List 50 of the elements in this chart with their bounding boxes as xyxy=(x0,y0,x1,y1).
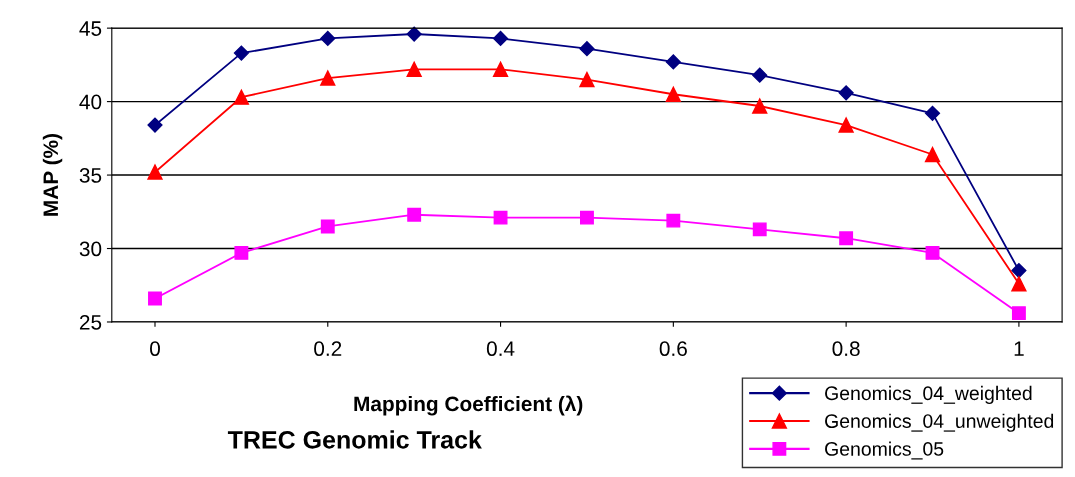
x-tick-label: 0.4 xyxy=(486,341,515,357)
point xyxy=(492,61,509,77)
point xyxy=(925,245,940,260)
legend-label: Genomics_04_weighted xyxy=(825,385,1032,404)
point xyxy=(233,89,250,105)
x-tick-label: 0.2 xyxy=(314,341,342,357)
point xyxy=(407,207,422,222)
point xyxy=(1011,306,1026,321)
y-tick-label: 25 xyxy=(79,314,102,330)
x-tick-label: 0.6 xyxy=(659,341,687,357)
legend-label: Genomics_05 xyxy=(825,441,944,460)
point xyxy=(924,146,941,163)
x-axis-title: Mapping Coefficient (λ) xyxy=(354,395,583,416)
point xyxy=(320,70,336,86)
point xyxy=(406,61,422,77)
point xyxy=(148,291,162,306)
y-tick-label: 45 xyxy=(79,21,102,36)
point xyxy=(839,231,854,246)
y-tick-label: 40 xyxy=(79,94,102,110)
point xyxy=(752,98,768,114)
point xyxy=(924,105,941,121)
point xyxy=(1011,262,1027,279)
x-tick-label: 0.8 xyxy=(832,341,860,357)
legend-label: Genomics_04_unweighted xyxy=(825,413,1054,432)
point xyxy=(665,54,681,70)
point xyxy=(320,219,335,234)
point xyxy=(665,86,681,102)
text: TREC Genomic Track xyxy=(227,430,482,449)
y-tick-label: 35 xyxy=(79,168,102,183)
x-tick-label: 1 xyxy=(1014,341,1024,356)
point xyxy=(752,67,768,83)
point xyxy=(492,30,509,46)
point xyxy=(234,245,249,260)
point xyxy=(406,26,422,42)
point xyxy=(838,85,854,101)
point xyxy=(838,117,854,133)
y-tick-label: 30 xyxy=(79,241,102,257)
point xyxy=(579,71,595,88)
point xyxy=(752,222,767,237)
point xyxy=(147,164,163,180)
point xyxy=(233,45,249,61)
point xyxy=(666,213,681,228)
y-axis-title: MAP (%) xyxy=(42,134,63,216)
point xyxy=(493,210,508,225)
point xyxy=(579,41,595,57)
point xyxy=(1011,276,1027,292)
point xyxy=(147,117,163,133)
point xyxy=(320,30,336,46)
x-tick-label: 0 xyxy=(150,341,160,357)
point xyxy=(580,210,594,225)
